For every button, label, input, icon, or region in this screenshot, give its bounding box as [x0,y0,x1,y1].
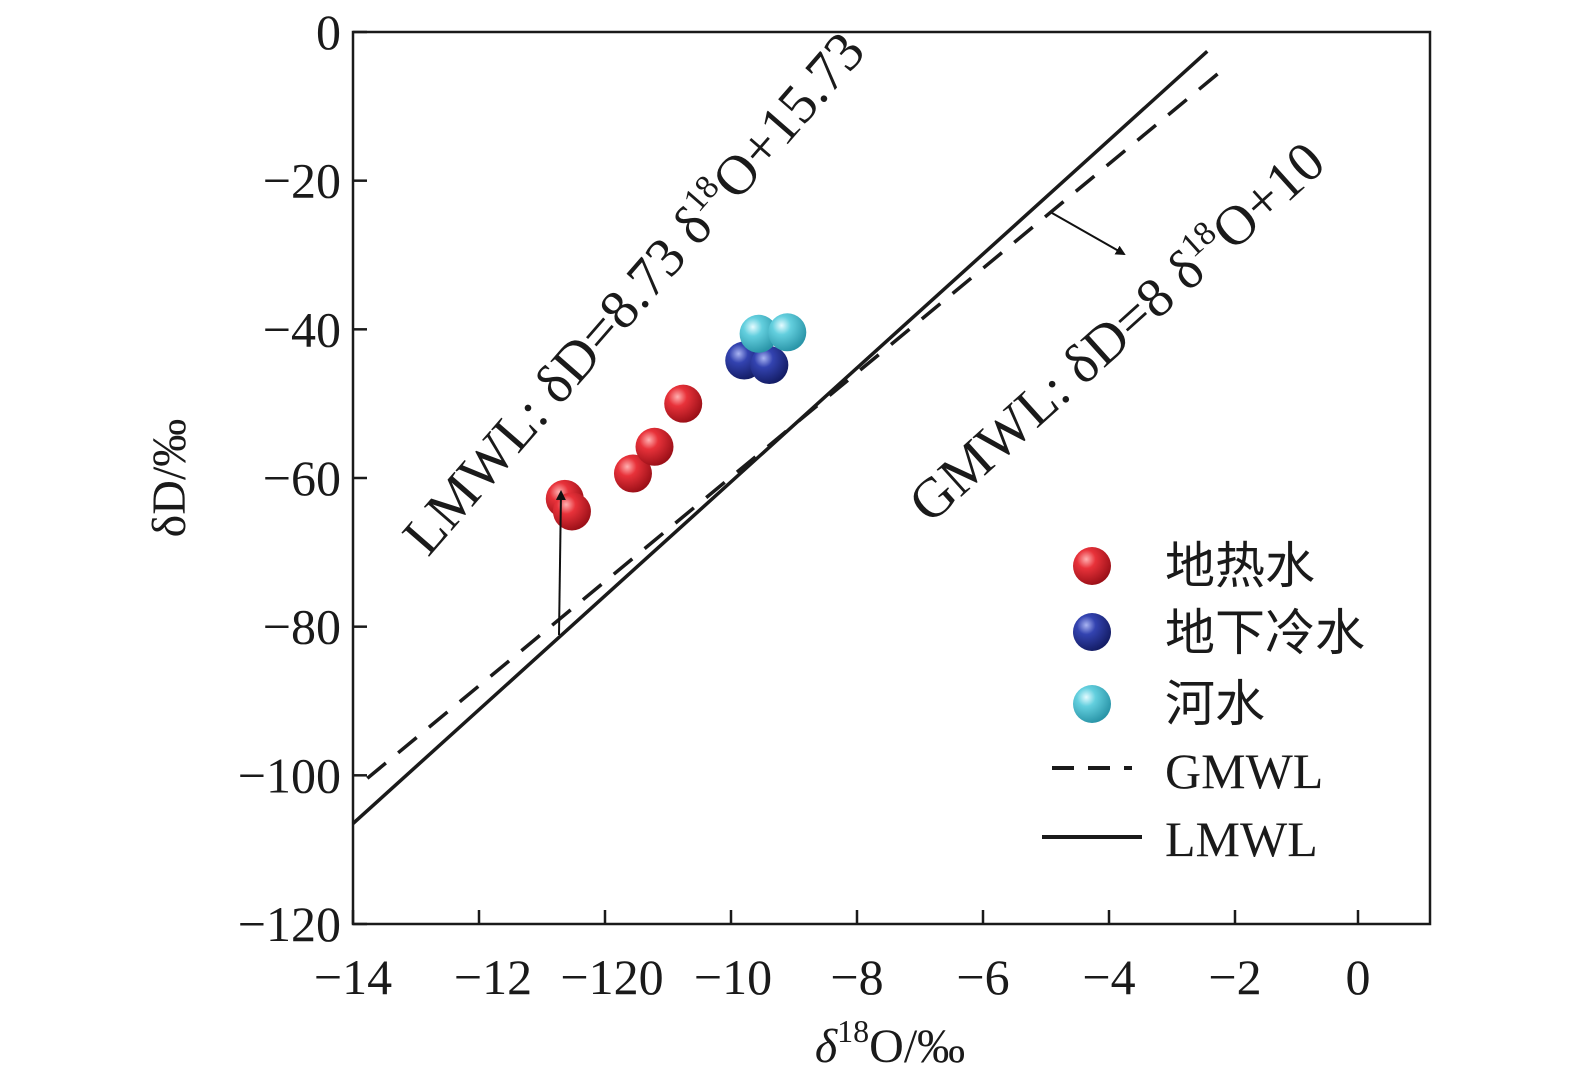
y-axis-title: δD/‰ [143,419,196,538]
river-water-point [739,314,778,353]
x-axis-title-sup: 18 [837,1013,869,1049]
legend-label-lmwl: LMWL [1165,811,1318,867]
y-tick-label: −20 [263,153,341,209]
gmwl-equation-prefix: GMWL: δD=8 δ [897,239,1216,535]
legend: 地热水 地下冷水 河水 GMWL LMWL [1042,537,1365,867]
x-tick-label: −4 [1082,949,1135,1005]
river-water-point [768,313,807,352]
gmwl-arrow [1051,212,1126,255]
geothermal-water-point [664,384,703,423]
x-tick-label: −14 [314,949,392,1005]
geothermal-water-point [613,454,652,493]
legend-marker-river [1073,685,1111,723]
x-tick-label: −120 [560,949,663,1005]
legend-label-cold-groundwater: 地下冷水 [1165,604,1365,662]
lmwl-equation-suffix: O+15.73 [700,21,877,211]
gmwl-equation: GMWL: δD=8 δ18O+10 [896,129,1337,535]
lmwl-arrow [555,490,566,636]
x-tick-label: −6 [956,949,1009,1005]
geothermal-water-point [635,427,674,466]
legend-marker-geothermal [1073,547,1111,585]
water-lines [351,50,1230,825]
x-tick-label: −8 [830,949,883,1005]
x-tick-label: −12 [454,949,532,1005]
x-axis-title-prefix: δ [815,1020,838,1073]
x-axis: −14 −12 −120 −10 −8 −6 −4 −2 0 [314,910,1371,1005]
y-tick-label: −100 [238,747,341,803]
lmwl-line [351,50,1209,825]
y-tick-label: −60 [263,450,341,506]
legend-marker-cold-groundwater [1073,613,1111,651]
x-axis-title: δ18O/‰ [815,1013,965,1073]
legend-label-geothermal: 地热水 [1165,537,1315,595]
gmwl-line [366,63,1230,780]
geothermal-water-point [552,492,591,531]
x-axis-title-suffix: O/‰ [869,1020,965,1073]
x-tick-label: 0 [1346,949,1371,1005]
legend-label-gmwl: GMWL [1165,743,1323,799]
y-tick-label: −40 [263,301,341,357]
y-tick-label: −80 [263,599,341,655]
x-tick-label: −10 [694,949,772,1005]
y-axis: 0 −20 −40 −60 −80 −100 −120 [238,4,367,952]
y-tick-label: 0 [316,4,341,60]
cold-groundwater-point [750,346,789,385]
legend-label-river: 河水 [1165,675,1265,733]
y-tick-label: −120 [238,896,341,952]
x-tick-label: −2 [1208,949,1261,1005]
